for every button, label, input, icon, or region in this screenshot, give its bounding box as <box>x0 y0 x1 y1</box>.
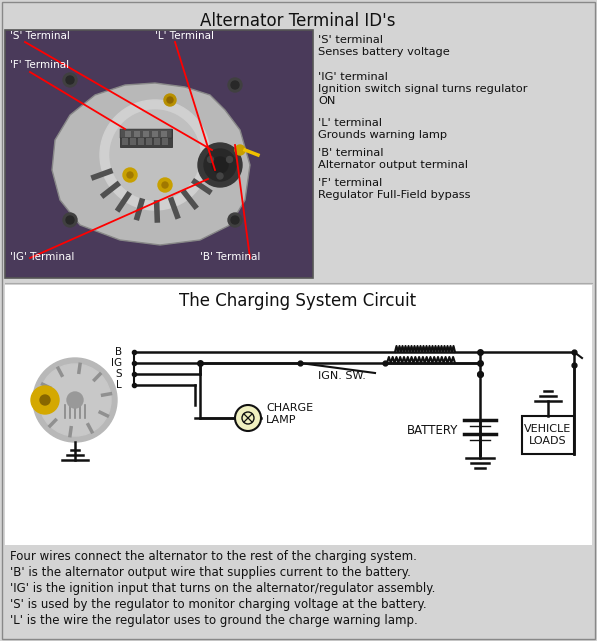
Bar <box>143 131 149 137</box>
Circle shape <box>110 110 200 200</box>
Circle shape <box>66 216 74 224</box>
Circle shape <box>31 386 59 414</box>
Circle shape <box>33 358 117 442</box>
Text: Ignition switch signal turns regulator: Ignition switch signal turns regulator <box>318 84 528 94</box>
Circle shape <box>158 178 172 192</box>
Circle shape <box>39 364 111 436</box>
Bar <box>122 138 128 145</box>
Text: 'IG' terminal: 'IG' terminal <box>318 72 388 82</box>
Text: VEHICLE
LOADS: VEHICLE LOADS <box>524 424 571 445</box>
Text: 'L' is the wire the regulator uses to ground the charge warning lamp.: 'L' is the wire the regulator uses to gr… <box>10 614 418 627</box>
Bar <box>130 138 136 145</box>
Text: IG: IG <box>111 358 122 368</box>
Circle shape <box>231 81 239 89</box>
Bar <box>134 131 140 137</box>
Text: BATTERY: BATTERY <box>407 424 458 437</box>
Text: 'B' Terminal: 'B' Terminal <box>200 252 260 262</box>
Bar <box>146 138 152 145</box>
Bar <box>522 416 574 454</box>
Text: 'S' is used by the regulator to monitor charging voltage at the battery.: 'S' is used by the regulator to monitor … <box>10 598 427 611</box>
Polygon shape <box>52 83 250 245</box>
Text: CHARGE
LAMP: CHARGE LAMP <box>266 403 313 425</box>
Circle shape <box>208 156 214 163</box>
Circle shape <box>228 78 242 92</box>
Circle shape <box>235 145 245 155</box>
Text: 'S' Terminal: 'S' Terminal <box>10 31 70 41</box>
Circle shape <box>162 182 168 188</box>
Bar <box>161 131 167 137</box>
Bar <box>154 138 160 145</box>
Bar <box>152 131 158 137</box>
Circle shape <box>167 97 173 103</box>
Circle shape <box>63 73 77 87</box>
Text: Alternator output terminal: Alternator output terminal <box>318 160 468 170</box>
Text: Regulator Full-Field bypass: Regulator Full-Field bypass <box>318 190 470 200</box>
Circle shape <box>67 392 83 408</box>
Circle shape <box>231 216 239 224</box>
Bar <box>120 129 172 138</box>
Bar <box>5 30 313 278</box>
Circle shape <box>212 157 228 173</box>
Text: 'IG' is the ignition input that turns on the alternator/regulator assembly.: 'IG' is the ignition input that turns on… <box>10 582 435 595</box>
Text: The Charging System Circuit: The Charging System Circuit <box>180 292 417 310</box>
Bar <box>120 129 172 147</box>
Circle shape <box>217 173 223 179</box>
Circle shape <box>66 76 74 84</box>
Text: 'L' terminal: 'L' terminal <box>318 118 382 128</box>
Bar <box>138 138 144 145</box>
Circle shape <box>100 100 210 210</box>
Circle shape <box>164 94 176 106</box>
Circle shape <box>123 168 137 182</box>
Text: 'F' Terminal: 'F' Terminal <box>10 60 69 70</box>
Bar <box>125 131 131 137</box>
Text: Alternator Terminal ID's: Alternator Terminal ID's <box>200 12 396 30</box>
Circle shape <box>226 156 232 163</box>
Bar <box>162 138 168 145</box>
Circle shape <box>204 149 236 181</box>
Text: 'B' is the alternator output wire that supplies current to the battery.: 'B' is the alternator output wire that s… <box>10 566 411 579</box>
Text: B: B <box>115 347 122 357</box>
Text: L: L <box>116 380 122 390</box>
Bar <box>5 285 592 545</box>
Text: 'L' Terminal: 'L' Terminal <box>155 31 214 41</box>
Circle shape <box>40 395 50 405</box>
Circle shape <box>198 143 242 187</box>
Circle shape <box>63 213 77 227</box>
Text: ON: ON <box>318 96 336 106</box>
Text: Grounds warning lamp: Grounds warning lamp <box>318 130 447 140</box>
Text: S: S <box>115 369 122 379</box>
Text: Senses battery voltage: Senses battery voltage <box>318 47 450 57</box>
Text: 'B' terminal: 'B' terminal <box>318 148 383 158</box>
Text: 'IG' Terminal: 'IG' Terminal <box>10 252 75 262</box>
Circle shape <box>127 172 133 178</box>
Text: 'S' terminal: 'S' terminal <box>318 35 383 45</box>
Circle shape <box>228 213 242 227</box>
Text: 'F' terminal: 'F' terminal <box>318 178 382 188</box>
Circle shape <box>235 405 261 431</box>
Text: Four wires connect the alternator to the rest of the charging system.: Four wires connect the alternator to the… <box>10 550 417 563</box>
Text: IGN. SW.: IGN. SW. <box>318 371 366 381</box>
